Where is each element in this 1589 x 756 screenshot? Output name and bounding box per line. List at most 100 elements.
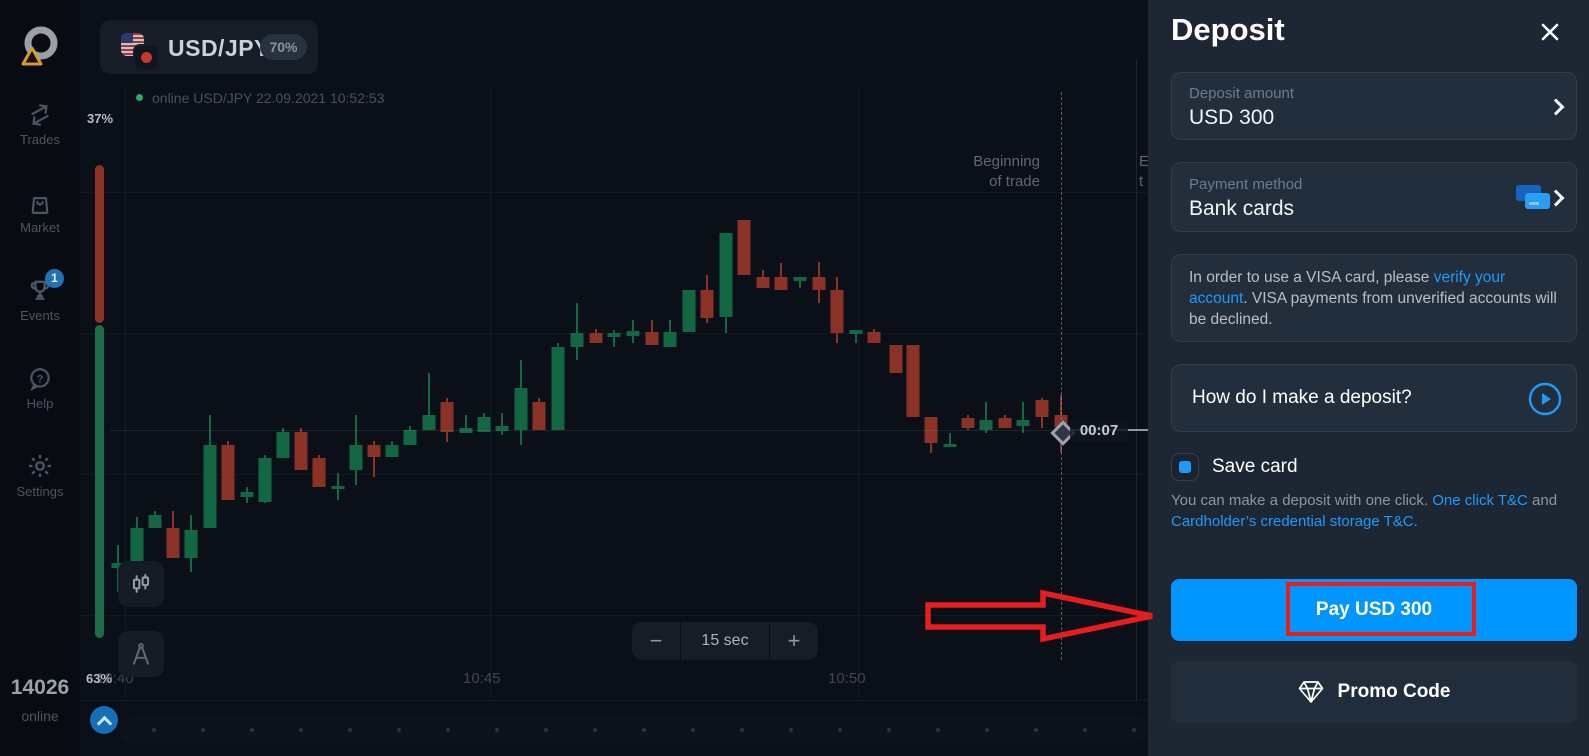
sidebar-item-label: Help (26, 396, 54, 411)
sidebar-item-settings[interactable]: Settings (0, 452, 80, 499)
play-video-icon[interactable] (1528, 382, 1562, 416)
online-counter: 14026 online (0, 676, 80, 724)
annotation-highlight-rect (1286, 582, 1476, 636)
sidebar-item-events[interactable]: 1 Events (0, 269, 80, 323)
sidebar-item-trades[interactable]: Trades (0, 102, 80, 147)
timeframe-decrease-button[interactable]: − (649, 628, 663, 653)
annotation-arrow (925, 589, 1153, 643)
timeframe-value[interactable]: 15 sec (701, 632, 749, 649)
scrubber-dot (740, 728, 744, 732)
payment-method-field[interactable]: Payment method Bank cards (1171, 162, 1577, 232)
timeframe-increase-button[interactable]: + (787, 628, 801, 653)
scrubber-dot (691, 728, 695, 732)
candles-icon (132, 574, 150, 593)
save-card-checkbox[interactable] (1171, 453, 1199, 481)
asset-pair-label: USD/JPY (168, 35, 270, 61)
sidebar-item-label: Events (20, 308, 60, 323)
terms-text: You can make a deposit with one click. O… (1171, 492, 1558, 530)
deposit-help-question: How do I make a deposit? (1192, 387, 1412, 408)
scrubber-dot (1083, 728, 1087, 732)
trades-icon (31, 104, 49, 126)
gridline (490, 88, 491, 700)
scrubber-dot (1034, 728, 1038, 732)
deposit-panel: Deposit Deposit amount USD 300 Payment m… (1148, 0, 1589, 756)
online-count: 14026 (10, 676, 70, 699)
compass-icon (132, 643, 150, 665)
time-tick-1045: 10:45 (463, 670, 501, 687)
online-dot-icon (136, 94, 143, 101)
sellers-percent: 37% (87, 111, 114, 126)
promo-code-button[interactable]: Promo Code (1171, 661, 1577, 723)
gridline (80, 333, 1148, 334)
time-tick-1050: 10:50 (828, 670, 866, 687)
gridline (858, 88, 859, 700)
scrubber-dot (250, 728, 254, 732)
chart-type-button[interactable] (118, 561, 164, 607)
current-price-line (110, 430, 1148, 431)
sidebar-item-market[interactable]: Market (0, 190, 80, 235)
payment-method-label: Payment method (1189, 176, 1303, 193)
time-axis-separator (80, 700, 1148, 701)
end-of-trade-label-clipped: E t (1139, 153, 1148, 190)
gridline (80, 474, 1148, 475)
scrubber-dot (299, 728, 303, 732)
payment-method-value: Bank cards (1189, 197, 1295, 220)
gridline (80, 192, 1148, 193)
scrubber-dot (593, 728, 597, 732)
japan-flag-icon (133, 44, 160, 71)
checkbox-checked-mark (1179, 461, 1191, 473)
sentiment-bar-sell (95, 165, 104, 323)
connection-status: online USD/JPY 22.09.2021 10:52:53 (136, 90, 384, 106)
cardholder-tnc-link[interactable]: Cardholder’s credential storage T&C. (1171, 513, 1418, 530)
scrubber-dot (936, 728, 940, 732)
sidebar-item-label: Market (20, 220, 60, 235)
help-icon: ? (30, 368, 50, 392)
gridline (125, 88, 126, 700)
market-icon (31, 197, 49, 214)
events-trophy-icon (30, 280, 50, 300)
deposit-amount-field[interactable]: Deposit amount USD 300 (1171, 72, 1577, 140)
scrubber-dot (1132, 728, 1136, 732)
close-icon[interactable] (1536, 18, 1564, 46)
status-text: online USD/JPY 22.09.2021 10:52:53 (152, 90, 385, 106)
trade-countdown: 00:07 (1070, 420, 1128, 442)
scrubber-dot (495, 728, 499, 732)
drawing-tools-button[interactable] (118, 631, 164, 677)
asset-selector[interactable]: USD/JPY 70% (100, 20, 318, 74)
chevron-up-icon (96, 715, 113, 732)
scrubber-dot (152, 728, 156, 732)
sidebar-item-label: Trades (20, 132, 60, 147)
scrubber-dot (544, 728, 548, 732)
pay-button[interactable]: Pay USD 300 (1171, 579, 1577, 641)
visa-info-card: In order to use a VISA card, please veri… (1171, 254, 1577, 342)
gridline (80, 615, 1148, 616)
deposit-amount-label: Deposit amount (1189, 85, 1295, 102)
beginning-of-trade-line (1061, 92, 1062, 660)
deposit-help-card[interactable]: How do I make a deposit? (1171, 364, 1577, 432)
svg-text:?: ? (37, 373, 44, 385)
divider (769, 622, 770, 660)
scroll-to-latest-button[interactable] (90, 706, 118, 734)
sentiment-bar-buy (95, 325, 104, 638)
visa-info-text: In order to use a VISA card, please veri… (1189, 269, 1557, 328)
online-label: online (21, 708, 59, 724)
panel-title: Deposit (1171, 12, 1285, 47)
events-badge: 1 (45, 269, 64, 288)
scrubber-dot (348, 728, 352, 732)
app-logo[interactable] (18, 22, 64, 68)
scrubber-dot (446, 728, 450, 732)
one-click-tnc-link[interactable]: One click T&C (1432, 492, 1528, 509)
beginning-of-trade-label: Beginning of trade (973, 153, 1040, 190)
sidebar: Trades Market 1 Events ? (0, 0, 80, 756)
scrubber-dot (789, 728, 793, 732)
timeline-scrubber-track[interactable] (118, 716, 1148, 744)
payout-badge: 70% (260, 34, 307, 60)
bank-cards-icon (1516, 185, 1556, 215)
deposit-amount-value: USD 300 (1189, 106, 1275, 129)
save-card-label: Save card (1212, 456, 1298, 477)
sidebar-item-label: Settings (16, 484, 64, 499)
gem-icon (1298, 681, 1323, 703)
sidebar-item-help[interactable]: ? Help (0, 366, 80, 411)
timeframe-control: − 15 sec + (632, 622, 818, 660)
verify-account-link[interactable]: verify your account (1189, 269, 1506, 307)
